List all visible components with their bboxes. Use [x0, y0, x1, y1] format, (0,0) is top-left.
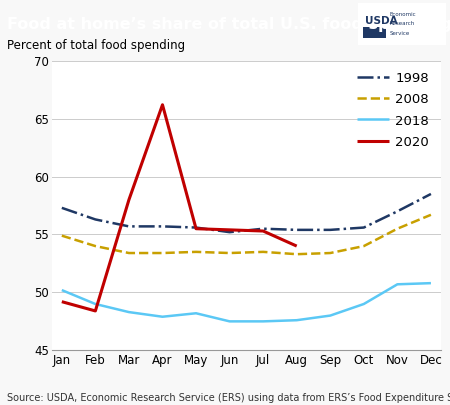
Line: 2018: 2018	[62, 283, 431, 322]
Legend: 1998, 2008, 2018, 2020: 1998, 2008, 2018, 2020	[352, 66, 434, 154]
2018	[126, 310, 132, 315]
2018	[428, 281, 434, 286]
2008	[428, 212, 434, 217]
2018	[160, 314, 165, 319]
1998	[395, 209, 400, 214]
1998	[59, 205, 64, 210]
2020	[126, 197, 132, 202]
2018	[194, 311, 199, 315]
Line: 2020: 2020	[62, 105, 297, 311]
1998	[261, 226, 266, 231]
1998	[328, 228, 333, 232]
2008	[294, 252, 299, 257]
2008	[261, 249, 266, 254]
2018	[227, 319, 232, 324]
1998	[227, 230, 232, 234]
2018	[93, 302, 98, 307]
1998	[126, 224, 132, 229]
Text: Food at home’s share of total U.S. food spending: Food at home’s share of total U.S. food …	[7, 17, 450, 32]
2008	[59, 233, 64, 238]
2020	[194, 226, 199, 231]
Text: Research: Research	[389, 21, 414, 26]
2008	[395, 226, 400, 231]
2020	[93, 309, 98, 313]
2020	[160, 102, 165, 107]
1998	[361, 225, 366, 230]
2020	[261, 228, 266, 233]
2018	[59, 288, 64, 292]
2008	[194, 249, 199, 254]
2008	[126, 251, 132, 256]
1998	[294, 228, 299, 232]
2008	[93, 244, 98, 249]
Text: Economic: Economic	[389, 12, 416, 17]
Text: Source: USDA, Economic Research Service (ERS) using data from ERS’s Food Expendi: Source: USDA, Economic Research Service …	[7, 393, 450, 403]
1998	[428, 192, 434, 196]
Line: 2008: 2008	[62, 215, 431, 254]
2020	[227, 228, 232, 232]
1998	[93, 217, 98, 222]
2018	[361, 302, 366, 307]
2018	[261, 319, 266, 324]
2008	[361, 244, 366, 249]
Text: USDA: USDA	[364, 16, 397, 26]
1998	[160, 224, 165, 229]
Text: Percent of total food spending: Percent of total food spending	[7, 39, 185, 52]
2018	[294, 318, 299, 323]
2018	[395, 282, 400, 287]
2020	[294, 244, 299, 249]
Bar	[363, 28, 386, 38]
2008	[328, 251, 333, 256]
2018	[328, 313, 333, 318]
2020	[59, 299, 64, 304]
FancyBboxPatch shape	[358, 3, 446, 45]
2008	[160, 251, 165, 256]
1998	[194, 225, 199, 230]
Text: Service: Service	[389, 31, 410, 36]
2008	[227, 251, 232, 256]
Line: 1998: 1998	[62, 194, 431, 232]
